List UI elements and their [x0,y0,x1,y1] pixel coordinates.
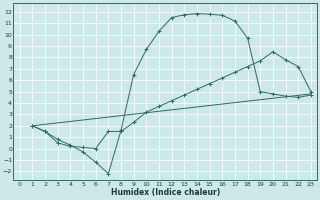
X-axis label: Humidex (Indice chaleur): Humidex (Indice chaleur) [111,188,220,197]
